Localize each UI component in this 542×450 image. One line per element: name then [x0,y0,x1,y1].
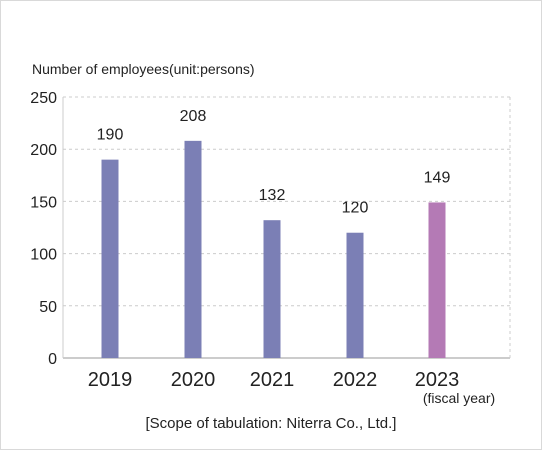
x-tick-label: 2022 [333,369,378,391]
bar-2022 [346,232,364,358]
y-tick-label: 0 [48,351,57,368]
data-label: 132 [259,187,286,204]
x-tick-label: 2019 [88,369,133,391]
bar-2021 [263,220,281,358]
y-tick-label: 200 [30,142,57,159]
data-label: 149 [424,169,451,186]
x-tick-label: 2023 [415,369,460,391]
y-tick-label: 150 [30,194,57,211]
data-label: 190 [97,127,124,144]
y-tick-label: 100 [30,247,57,264]
bar-2023 [428,202,446,358]
data-label: 120 [342,200,369,217]
bar-2020 [184,140,202,358]
x-tick-label: 2020 [171,369,216,391]
x-tick-label: 2021 [250,369,295,391]
data-label: 208 [180,108,207,125]
y-tick-label: 50 [39,299,57,316]
y-axis-label: Number of employees(unit:persons) [32,61,255,77]
x-axis-unit-label: (fiscal year) [423,390,495,406]
bar-2019 [101,159,119,358]
y-tick-label: 250 [30,90,57,107]
scope-note: [Scope of tabulation: Niterra Co., Ltd.] [145,415,397,432]
